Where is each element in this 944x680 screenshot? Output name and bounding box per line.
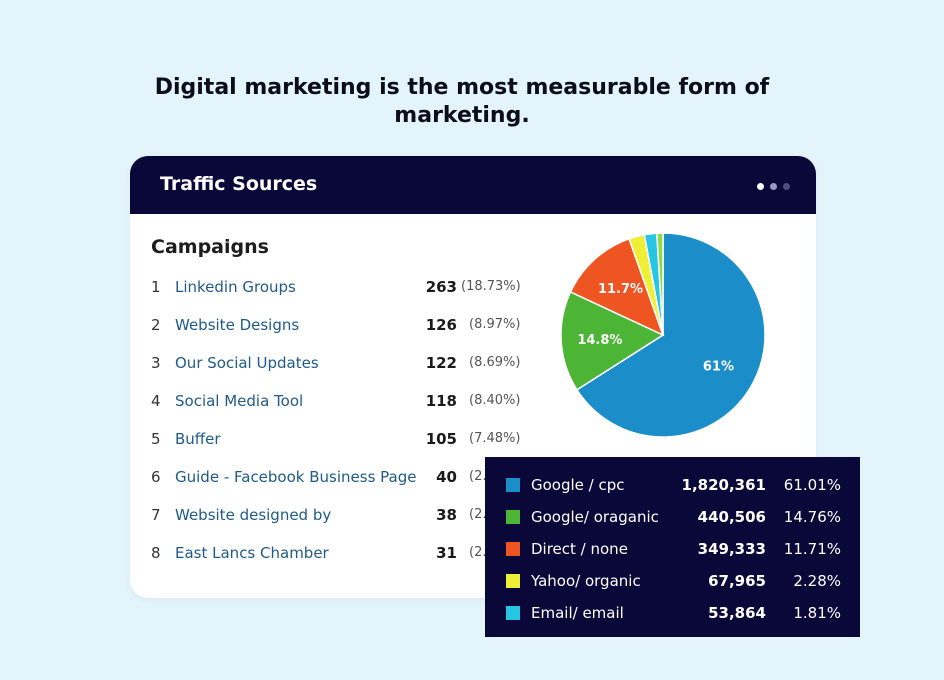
legend-visits: 440,506 <box>697 508 766 526</box>
campaign-count: 126 <box>425 316 457 334</box>
legend-source: Yahoo/ organic <box>531 572 641 590</box>
campaign-rank: 8 <box>151 544 161 562</box>
campaign-rank: 5 <box>151 430 161 448</box>
campaign-link[interactable]: Website designed by <box>175 506 332 524</box>
legend-percent: 61.01% <box>783 476 841 494</box>
legend-row: Google/ oraganic 440,506 14.76% <box>485 506 860 528</box>
campaign-row: 4 Social Media Tool 118 (8.40%) <box>151 389 551 413</box>
campaigns-heading: Campaigns <box>151 236 269 258</box>
campaign-percent: (18.73%) <box>461 279 521 294</box>
campaign-link[interactable]: Guide - Facebook Business Page <box>175 468 417 486</box>
campaign-count: 263 <box>425 278 457 296</box>
pager-dot-2[interactable] <box>770 183 777 190</box>
pie-slice[interactable] <box>575 232 766 438</box>
campaign-percent: (7.48%) <box>469 431 521 446</box>
legend-percent: 14.76% <box>783 508 841 526</box>
campaign-percent: (8.40%) <box>469 393 521 408</box>
campaign-percent: (8.97%) <box>469 317 521 332</box>
pie-slice-label: 14.8% <box>577 333 622 348</box>
pager-dot-3[interactable] <box>783 183 790 190</box>
campaign-count: 31 <box>436 544 457 562</box>
legend-source: Google/ oraganic <box>531 508 659 526</box>
campaign-rank: 2 <box>151 316 161 334</box>
legend-swatch <box>506 606 520 620</box>
traffic-legend-table: Google / cpc 1,820,361 61.01% Google/ or… <box>485 457 860 637</box>
traffic-pie-chart: 61% 14.8% 11.7% <box>560 232 766 438</box>
legend-swatch <box>506 574 520 588</box>
pager-dot-1[interactable] <box>757 183 764 190</box>
legend-visits: 1,820,361 <box>681 476 766 494</box>
card-title: Traffic Sources <box>160 173 318 195</box>
campaign-link[interactable]: Website Designs <box>175 316 300 334</box>
campaign-link[interactable]: Linkedin Groups <box>175 278 296 296</box>
campaign-count: 38 <box>436 506 457 524</box>
campaign-rank: 3 <box>151 354 161 372</box>
legend-source: Direct / none <box>531 540 628 558</box>
legend-visits: 349,333 <box>697 540 766 558</box>
legend-source: Google / cpc <box>531 476 625 494</box>
campaign-rank: 4 <box>151 392 161 410</box>
campaign-link[interactable]: East Lancs Chamber <box>175 544 329 562</box>
legend-row: Google / cpc 1,820,361 61.01% <box>485 474 860 496</box>
legend-row: Email/ email 53,864 1.81% <box>485 602 860 624</box>
legend-visits: 67,965 <box>708 572 766 590</box>
campaign-link[interactable]: Buffer <box>175 430 221 448</box>
campaign-row: 2 Website Designs 126 (8.97%) <box>151 313 551 337</box>
legend-swatch <box>506 510 520 524</box>
campaign-rank: 1 <box>151 278 161 296</box>
pie-slice-label: 11.7% <box>598 282 643 297</box>
pie-slice[interactable] <box>560 290 665 391</box>
campaign-link[interactable]: Our Social Updates <box>175 354 319 372</box>
campaign-count: 122 <box>425 354 457 372</box>
campaign-row: 3 Our Social Updates 122 (8.69%) <box>151 351 551 375</box>
campaign-row: 1 Linkedin Groups 263 (18.73%) <box>151 275 551 299</box>
legend-visits: 53,864 <box>708 604 766 622</box>
pager-dots[interactable] <box>757 183 790 190</box>
campaign-rank: 6 <box>151 468 161 486</box>
campaign-count: 118 <box>425 392 457 410</box>
campaign-link[interactable]: Social Media Tool <box>175 392 304 410</box>
card-header: Traffic Sources <box>130 156 816 214</box>
legend-row: Yahoo/ organic 67,965 2.28% <box>485 570 860 592</box>
legend-percent: 2.28% <box>793 572 841 590</box>
legend-row: Direct / none 349,333 11.71% <box>485 538 860 560</box>
legend-source: Email/ email <box>531 604 624 622</box>
campaign-count: 105 <box>425 430 457 448</box>
campaign-rank: 7 <box>151 506 161 524</box>
pie-chart-container: 61% 14.8% 11.7% <box>558 230 768 440</box>
legend-percent: 1.81% <box>793 604 841 622</box>
campaign-row: 5 Buffer 105 (7.48%) <box>151 427 551 451</box>
traffic-sources-card: Traffic Sources Campaigns 1 Linkedin Gro… <box>130 156 816 598</box>
legend-percent: 11.71% <box>783 540 841 558</box>
legend-swatch <box>506 478 520 492</box>
campaign-percent: (8.69%) <box>469 355 521 370</box>
pie-slice[interactable] <box>569 237 665 337</box>
page-headline: Digital marketing is the most measurable… <box>154 75 770 128</box>
pie-slice[interactable] <box>655 232 664 336</box>
legend-swatch <box>506 542 520 556</box>
pie-slice-label: 61% <box>703 359 734 374</box>
campaign-count: 40 <box>436 468 457 486</box>
